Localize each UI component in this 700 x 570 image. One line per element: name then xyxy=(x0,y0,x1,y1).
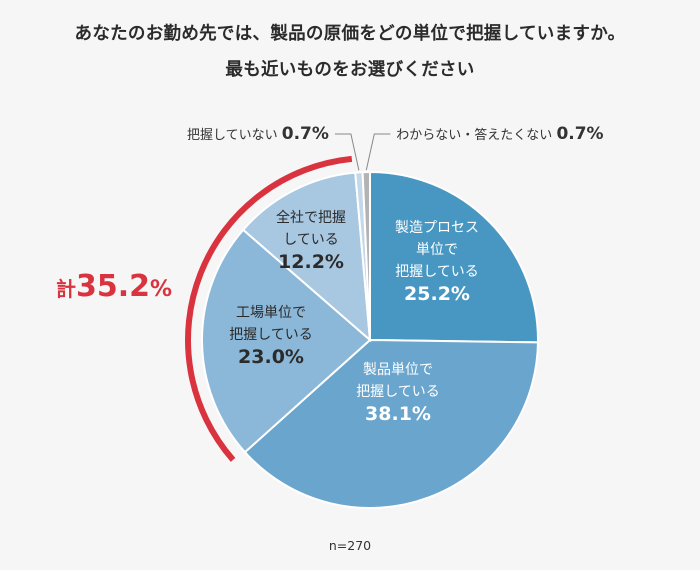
outside-label-value: 0.7% xyxy=(282,124,329,144)
slice-label-text: 製品単位で xyxy=(363,362,433,378)
total-callout-value: 35.2 xyxy=(76,269,150,304)
total-bracket-arc xyxy=(185,155,353,462)
slice-label-text: 把握している xyxy=(356,384,440,400)
pie-slice-unknown xyxy=(361,170,371,341)
slice-value-product: 38.1% xyxy=(365,403,431,425)
slice-label-text: 工場単位で xyxy=(236,305,306,321)
total-callout-prefix: 計 xyxy=(56,277,76,301)
outside-label-text: 把握していない xyxy=(187,128,282,143)
outside-label-none: 把握していない 0.7% xyxy=(187,124,329,144)
chart-title-line-2: 最も近いものをお選びください xyxy=(225,60,475,80)
pie-slice-process xyxy=(369,170,539,344)
outside-label-text: わからない・答えたくない xyxy=(396,127,556,143)
slice-value-company: 12.2% xyxy=(278,251,344,273)
slice-label-text: 製造プロセス xyxy=(395,220,479,236)
total-callout-unit: % xyxy=(150,277,172,302)
slice-label-text: 把握している xyxy=(229,327,313,343)
slice-label-text: 全社で把握 xyxy=(276,209,346,226)
slice-value-factory: 23.0% xyxy=(238,346,304,368)
outside-label-unknown: わからない・答えたくない 0.7% xyxy=(396,124,603,144)
leader-line-unknown xyxy=(365,133,391,171)
pie-slice-company xyxy=(241,171,372,343)
slice-label-text: 単位で xyxy=(416,242,458,258)
pie-slice-factory xyxy=(201,228,372,454)
slice-label-text: 把握している xyxy=(395,264,479,280)
sample-size-note: n=270 xyxy=(328,538,372,553)
outside-label-value: 0.7% xyxy=(556,124,603,144)
total-callout: 計35.2% xyxy=(56,269,172,304)
chart-title-line-1: あなたのお勤め先では、製品の原価をどの単位で把握していますか。 xyxy=(74,24,626,44)
pie-slice-product xyxy=(243,338,539,509)
slice-value-process: 25.2% xyxy=(404,283,470,305)
slice-label-text: している xyxy=(283,232,339,248)
leader-line-none xyxy=(334,133,360,171)
